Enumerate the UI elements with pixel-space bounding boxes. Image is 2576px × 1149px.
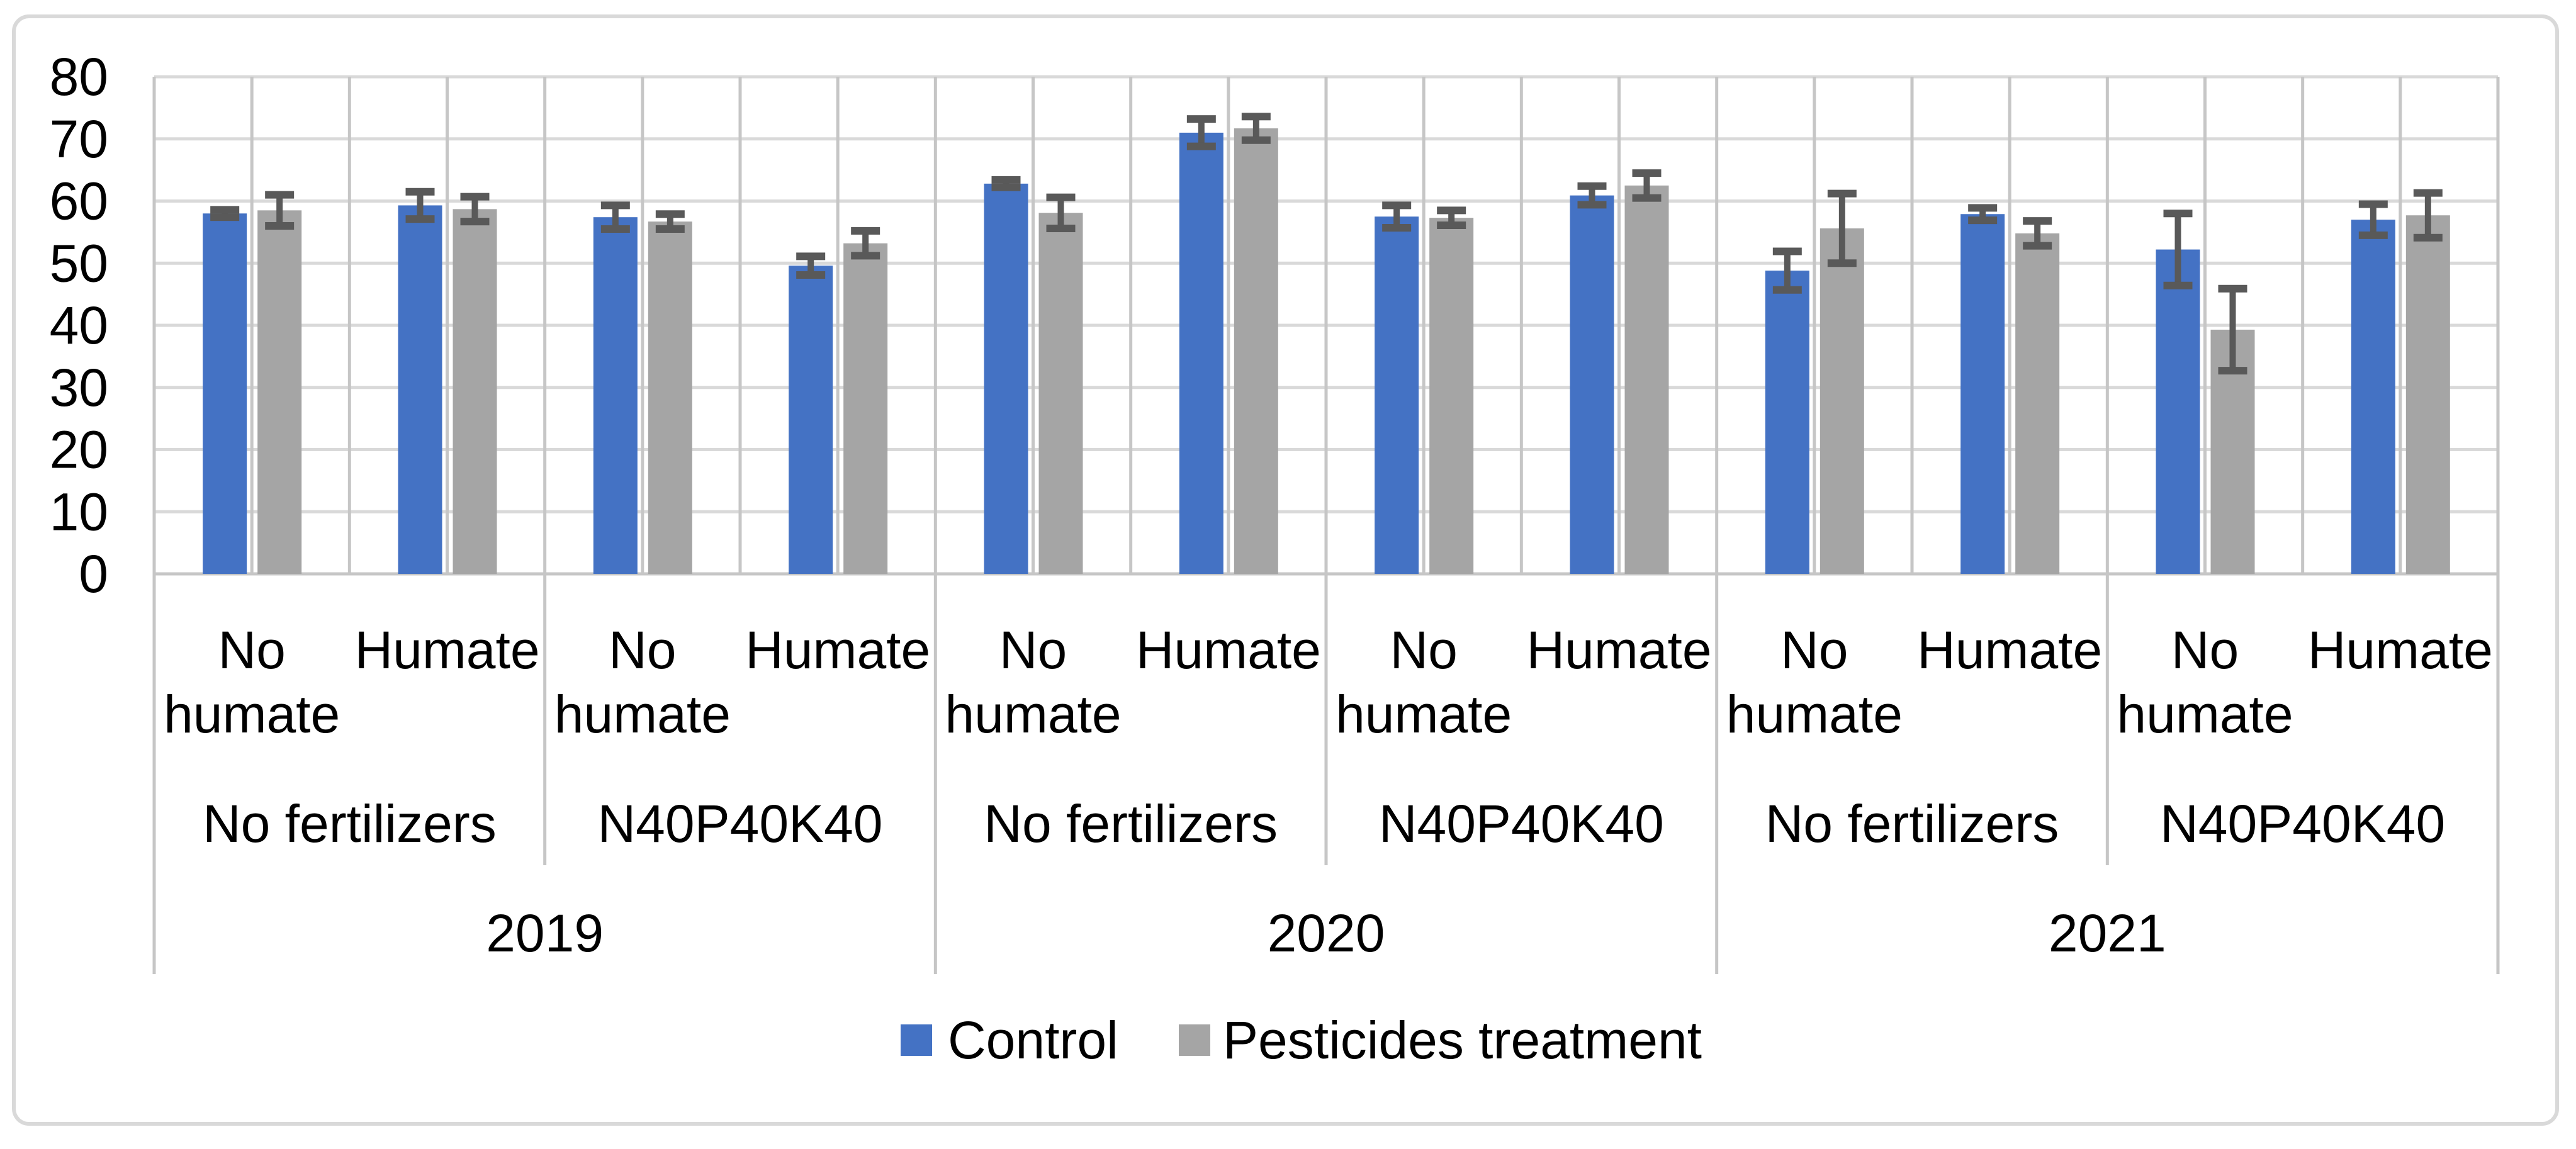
humate-label: Humate: [1917, 620, 2102, 680]
fertilizer-label: No fertilizers: [203, 794, 497, 853]
bar-pesticides-8: [1624, 185, 1669, 574]
bar-control-6: [1179, 132, 1223, 574]
bar-pesticides-3: [648, 221, 692, 574]
bar-control-5: [984, 183, 1028, 574]
humate-label: No: [999, 620, 1067, 680]
legend-swatch-control: [901, 1024, 932, 1056]
humate-label: No: [1780, 620, 1848, 680]
y-tick-label: 50: [50, 233, 108, 293]
humate-label: Humate: [745, 620, 930, 680]
y-tick-label: 80: [50, 47, 108, 106]
fertilizer-label: No fertilizers: [984, 794, 1278, 853]
fertilizer-label: N40P40K40: [1379, 794, 1664, 853]
bar-pesticides-6: [1234, 128, 1278, 574]
bar-control-11: [2156, 249, 2200, 574]
bar-control-9: [1765, 271, 1809, 574]
year-label: 2020: [1268, 904, 1385, 963]
figure-border: [12, 14, 2559, 1126]
humate-label: humate: [2117, 685, 2293, 744]
bar-control-7: [1375, 216, 1419, 574]
y-tick-label: 0: [79, 544, 108, 603]
humate-label: Humate: [354, 620, 539, 680]
year-label: 2019: [486, 904, 604, 963]
humate-label: Humate: [1526, 620, 1711, 680]
bar-control-3: [593, 217, 638, 574]
bar-pesticides-12: [2405, 215, 2450, 574]
humate-label: humate: [1726, 685, 1903, 744]
y-tick-label: 60: [50, 172, 108, 231]
humate-label: humate: [164, 685, 340, 744]
legend-swatch-pesticides: [1179, 1024, 1210, 1056]
y-tick-label: 20: [50, 420, 108, 479]
humate-label: humate: [945, 685, 1121, 744]
bar-pesticides-5: [1038, 213, 1083, 574]
fertilizer-label: N40P40K40: [597, 794, 882, 853]
humate-label: humate: [554, 685, 731, 744]
bar-pesticides-2: [453, 209, 497, 574]
y-tick-label: 30: [50, 358, 108, 417]
bar-control-1: [203, 213, 247, 574]
bar-pesticides-1: [257, 210, 302, 574]
y-tick-label: 70: [50, 109, 108, 169]
humate-label: humate: [1336, 685, 1512, 744]
y-tick-label: 40: [50, 296, 108, 355]
humate-label: No: [1390, 620, 1457, 680]
bar-pesticides-4: [843, 243, 888, 574]
bar-control-2: [398, 205, 442, 574]
humate-label: Humate: [2308, 620, 2493, 680]
bar-control-12: [2351, 220, 2395, 574]
humate-label: No: [2171, 620, 2239, 680]
y-tick-label: 10: [50, 482, 108, 541]
humate-label: No: [609, 620, 676, 680]
bar-pesticides-7: [1429, 218, 1474, 574]
humate-label: No: [218, 620, 285, 680]
humate-label: Humate: [1136, 620, 1321, 680]
bar-control-4: [789, 266, 833, 574]
fertilizer-label: No fertilizers: [1765, 794, 2059, 853]
legend-label-pesticides: Pesticides treatment: [1223, 1011, 1702, 1070]
legend-label-control: Control: [948, 1011, 1118, 1070]
year-label: 2021: [2049, 904, 2166, 963]
bar-pesticides-10: [2015, 233, 2060, 574]
bar-control-8: [1570, 195, 1614, 574]
bar-control-10: [1960, 214, 2005, 574]
bar-pesticides-9: [1820, 228, 1864, 574]
fertilizer-label: N40P40K40: [2160, 794, 2445, 853]
